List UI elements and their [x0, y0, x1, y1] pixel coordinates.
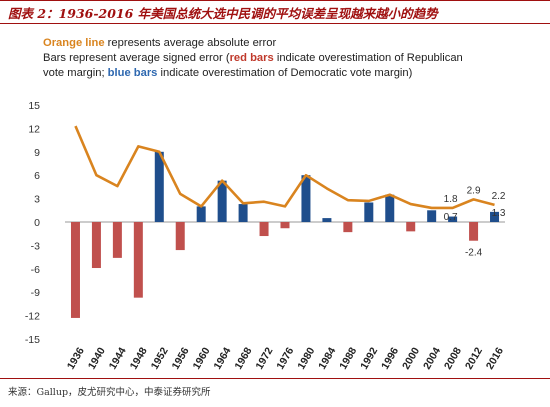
bar-blue — [385, 194, 395, 222]
legend-orange-label: Orange line — [43, 37, 105, 49]
bar-red — [70, 222, 80, 318]
x-tick-label: 1960 — [191, 345, 213, 371]
y-tick-label: -12 — [25, 311, 40, 323]
chart-legend: Orange line represents average absolute … — [43, 36, 543, 81]
x-tick-label: 1992 — [358, 345, 380, 371]
x-tick-label: 1984 — [316, 345, 338, 371]
legend-line-1-text: represents average absolute error — [104, 37, 277, 49]
legend-line-2-tail: indicate overestimation of Republican — [273, 52, 463, 64]
bar-red — [91, 222, 101, 269]
x-tick-label: 1964 — [212, 345, 234, 371]
bar-red — [280, 222, 290, 229]
bar-blue — [427, 210, 437, 222]
x-tick-label: 1944 — [107, 345, 129, 371]
x-tick-label: 2004 — [421, 345, 443, 371]
absolute-error-line — [74, 125, 495, 210]
legend-line-2-text: Bars represent average signed error ( — [43, 52, 230, 64]
x-tick-label: 1980 — [295, 345, 317, 371]
bar-blue — [154, 151, 164, 222]
data-label: 2.9 — [467, 185, 481, 196]
bar-blue — [448, 216, 458, 222]
bar-red — [175, 222, 185, 251]
x-tick-label: 1956 — [170, 345, 192, 371]
bar-red — [343, 222, 353, 233]
x-tick-label: 1968 — [232, 345, 254, 371]
y-tick-label: 6 — [34, 170, 40, 182]
x-tick-label: 2000 — [400, 345, 422, 371]
error-chart: 15 12 9 6 3 0 -3 -6 -9 -12 -15 1.8 0.7 2.9 -2.4 2.2 1.3 1… — [25, 100, 506, 372]
bar-blue — [364, 202, 374, 222]
y-tick-label: -6 — [31, 264, 40, 276]
bar-blue — [301, 175, 311, 222]
bar-red — [259, 222, 269, 237]
y-tick-label: -9 — [31, 287, 40, 299]
bar-blue — [196, 206, 206, 222]
y-tick-label: -3 — [31, 240, 40, 252]
x-tick-label: 1972 — [253, 345, 275, 371]
footer-divider — [0, 378, 550, 379]
data-label: 1.8 — [444, 194, 458, 205]
bar-red — [133, 222, 143, 298]
source-note: 来源：Gallup，皮尤研究中心，中泰证券研究所 — [8, 387, 211, 398]
y-tick-label: 0 — [34, 217, 40, 229]
x-tick-label: 1976 — [274, 345, 296, 371]
x-tick-label: 1952 — [149, 345, 171, 371]
legend-line-3: vote margin; blue bars indicate overesti… — [43, 66, 543, 81]
legend-line-1: Orange line represents average absolute … — [43, 36, 543, 51]
x-tick-label: 1940 — [86, 345, 108, 371]
data-label: -2.4 — [465, 248, 483, 259]
bar-red — [469, 222, 479, 241]
y-tick-label: 12 — [28, 123, 40, 135]
data-label: 2.2 — [492, 191, 506, 202]
x-tick-label: 1988 — [337, 345, 359, 371]
y-tick-label: 9 — [34, 147, 40, 159]
legend-line-3-text: vote margin; — [43, 67, 108, 79]
legend-line-3-tail: indicate overestimation of Democratic vo… — [157, 67, 413, 79]
bar-blue — [322, 218, 332, 222]
x-tick-label: 1936 — [65, 345, 87, 371]
y-tick-label: -15 — [25, 334, 40, 346]
y-tick-label: 3 — [34, 194, 40, 206]
x-tick-label: 2008 — [442, 345, 464, 371]
bar-blue — [490, 211, 500, 222]
data-label: 0.7 — [444, 212, 458, 223]
data-label: 1.3 — [492, 208, 506, 219]
figure-title: 图表 2：1936-2016 年美国总统大选中民调的平均误差呈现越来越小的趋势 — [8, 5, 438, 21]
bar-blue — [238, 204, 248, 222]
bar-blue — [217, 180, 227, 222]
legend-line-2: Bars represent average signed error (red… — [43, 51, 543, 66]
bar-red — [406, 222, 416, 232]
y-tick-label: 15 — [28, 100, 40, 112]
figure-title-bar: 图表 2：1936-2016 年美国总统大选中民调的平均误差呈现越来越小的趋势 — [0, 0, 550, 24]
bar-red — [112, 222, 122, 258]
x-tick-label: 2016 — [484, 345, 506, 371]
legend-blue-label: blue bars — [107, 67, 158, 79]
legend-red-label: red bars — [229, 52, 274, 64]
x-tick-label: 1948 — [128, 345, 150, 371]
x-tick-label: 1996 — [379, 345, 401, 371]
x-tick-label: 2012 — [463, 345, 485, 371]
